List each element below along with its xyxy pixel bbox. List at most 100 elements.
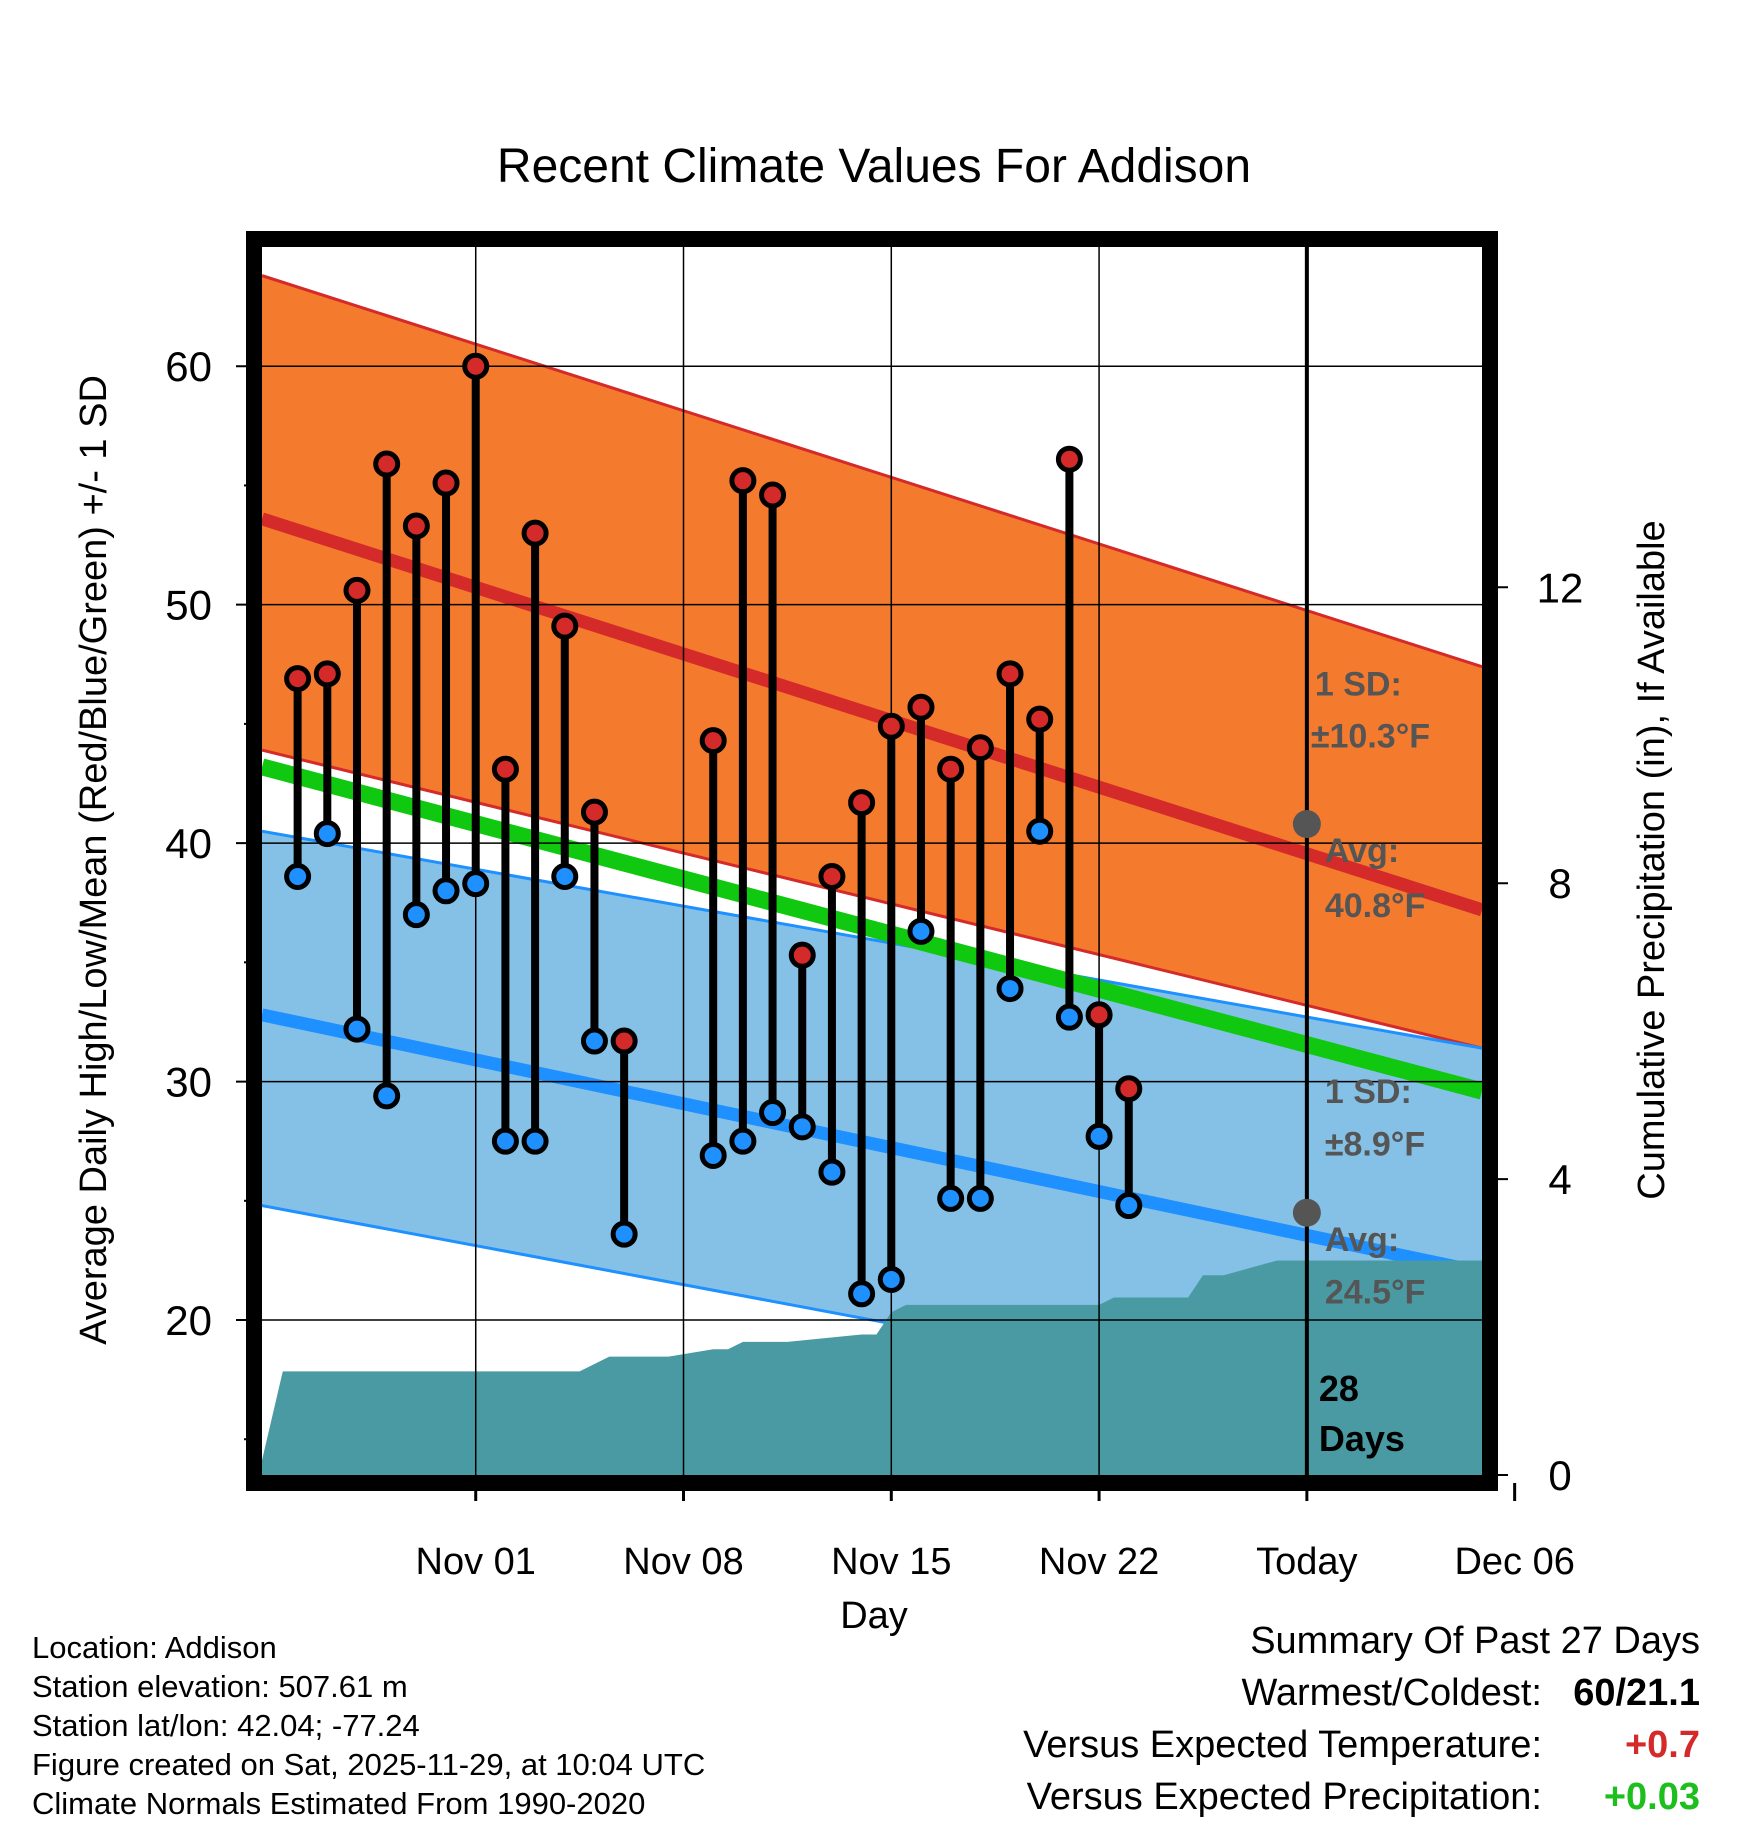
low-point <box>877 1265 905 1293</box>
x-tick-label: Nov 15 <box>831 1541 951 1583</box>
low-point <box>699 1141 727 1169</box>
low-point <box>1026 817 1054 845</box>
low-point <box>402 901 430 929</box>
low-point <box>996 975 1024 1003</box>
low-point <box>462 870 490 898</box>
precipitation-area <box>262 1260 1482 1475</box>
low-point <box>966 1184 994 1212</box>
low-point <box>788 1113 816 1141</box>
warm-cold-label: Warmest/Coldest: <box>1241 1672 1542 1714</box>
y-tick-label-left: 30 <box>165 1059 212 1106</box>
summary-temp: Versus Expected Temperature: +0.7 <box>800 1724 1700 1776</box>
high-point <box>313 660 341 688</box>
high-point <box>788 941 816 969</box>
high-point <box>551 612 579 640</box>
latlon-text: Station lat/lon: 42.04; -77.24 <box>32 1708 420 1743</box>
low-sd-band <box>262 831 1482 1435</box>
high-point <box>521 519 549 547</box>
high-point <box>432 469 460 497</box>
high-point <box>343 576 371 604</box>
high-sd-upper-line <box>262 274 1482 669</box>
low-point <box>580 1027 608 1055</box>
created-text: Figure created on Sat, 2025-11-29, at 10… <box>32 1747 706 1782</box>
low-today-marker <box>1292 1198 1321 1227</box>
low-point <box>848 1280 876 1308</box>
high-point <box>610 1027 638 1055</box>
summary-panel: Summary Of Past 27 Days Warmest/Coldest:… <box>800 1620 1700 1828</box>
chart-title: Recent Climate Values For Addison <box>497 140 1251 193</box>
high-point <box>1115 1075 1143 1103</box>
low-point <box>907 917 935 945</box>
high-point <box>818 862 846 890</box>
high-point <box>759 481 787 509</box>
high-point <box>284 665 312 693</box>
plot-content <box>262 247 1482 1475</box>
high-point <box>462 352 490 380</box>
low-point <box>491 1127 519 1155</box>
elevation-text: Station elevation: 507.61 m <box>32 1669 408 1704</box>
x-tick-label: Nov 01 <box>416 1541 536 1583</box>
plot-frame <box>246 231 1498 1491</box>
precip-label: Versus Expected Precipitation: <box>1026 1776 1542 1818</box>
x-tick-label: Nov 08 <box>623 1541 743 1583</box>
low-sd-label: 1 SD: <box>1325 1073 1412 1111</box>
y-tick-label-left: 60 <box>165 343 212 390</box>
y-tick-label-right: 4 <box>1548 1156 1571 1203</box>
low-point <box>1055 1003 1083 1031</box>
high-point <box>699 727 727 755</box>
low-point <box>937 1184 965 1212</box>
high-today-marker <box>1292 810 1321 839</box>
high-point <box>966 734 994 762</box>
high-sd-band <box>262 275 1482 1049</box>
low-avg-value: 24.5°F <box>1325 1273 1426 1311</box>
low-point <box>1085 1122 1113 1150</box>
low-sd-upper-line <box>262 829 1482 1050</box>
high-point <box>729 467 757 495</box>
summary-title: Summary Of Past 27 Days <box>800 1620 1700 1672</box>
high-point <box>996 660 1024 688</box>
y-axis-label-right: Cumulative Precipitation (in), If Availa… <box>1631 520 1673 1199</box>
days-label: Days <box>1319 1418 1405 1459</box>
high-avg-value: 40.8°F <box>1325 887 1426 925</box>
summary-title-text: Summary Of Past 27 Days <box>1250 1620 1700 1662</box>
high-sd-label: 1 SD: <box>1315 665 1402 703</box>
high-point <box>848 789 876 817</box>
low-sd-value: ±8.9°F <box>1325 1125 1425 1163</box>
high-sd-lower-line <box>262 748 1482 1050</box>
mean-normal-line <box>262 758 1482 1100</box>
low-point <box>313 820 341 848</box>
y-tick-label-right: 12 <box>1537 564 1584 611</box>
y-tick-label-left: 20 <box>165 1297 212 1344</box>
temp-label: Versus Expected Temperature: <box>1023 1724 1542 1766</box>
plot-area: 1 SD: ±10.3°F Avg: 40.8°F 1 SD: ±8.9°F Avg: 24.… <box>165 231 1584 1583</box>
station-info: Location: Addison Station elevation: 507… <box>32 1628 705 1823</box>
summary-precip: Versus Expected Precipitation: +0.03 <box>800 1776 1700 1828</box>
high-point <box>907 693 935 721</box>
low-point <box>284 862 312 890</box>
summary-warm-cold: Warmest/Coldest: 60/21.1 <box>800 1672 1700 1724</box>
x-tick-label: Dec 06 <box>1454 1541 1574 1583</box>
low-point <box>610 1220 638 1248</box>
high-point <box>1085 1001 1113 1029</box>
low-point <box>759 1099 787 1127</box>
low-point <box>1115 1192 1143 1220</box>
low-avg-label: Avg: <box>1325 1221 1399 1259</box>
location-text: Location: Addison <box>32 1630 277 1665</box>
high-point <box>937 755 965 783</box>
x-tick-label: Today <box>1256 1541 1357 1583</box>
high-avg-label: Avg: <box>1325 832 1399 870</box>
x-axis-label: Day <box>840 1595 908 1637</box>
y-tick-label-left: 40 <box>165 820 212 867</box>
y-tick-label-right: 8 <box>1548 860 1571 907</box>
high-point <box>1055 445 1083 473</box>
high-normal-line <box>262 512 1482 917</box>
low-point <box>373 1082 401 1110</box>
low-normal-line <box>262 1008 1482 1279</box>
low-point <box>818 1158 846 1186</box>
high-point <box>877 712 905 740</box>
high-point <box>373 450 401 478</box>
high-sd-value: ±10.3°F <box>1311 718 1430 756</box>
low-point <box>729 1127 757 1155</box>
warm-cold-value: 60/21.1 <box>1573 1672 1700 1714</box>
